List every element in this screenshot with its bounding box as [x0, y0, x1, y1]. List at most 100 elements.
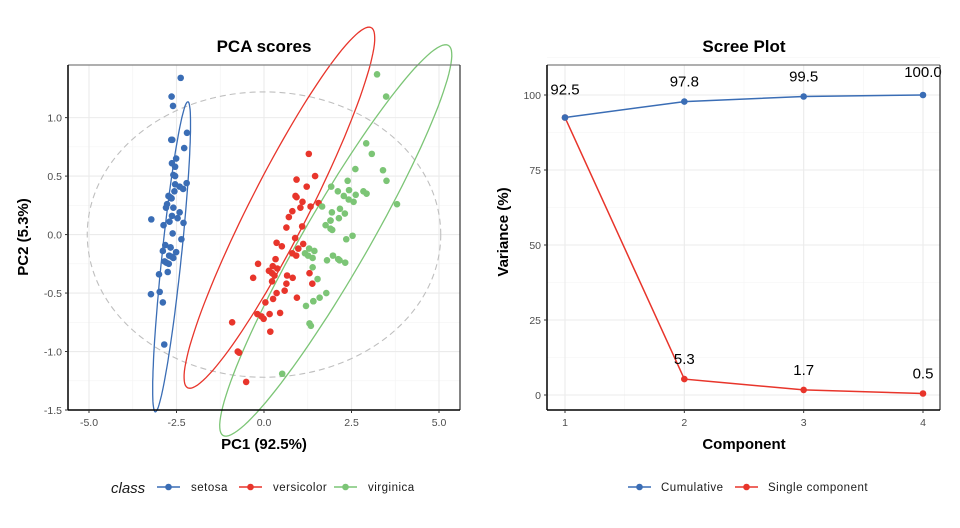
scree-y-tick-label: 100	[523, 90, 541, 102]
pca-x-tick-label: 5.0	[432, 417, 447, 429]
point-virginica	[329, 252, 337, 259]
scree-x-ticks: 1 2 3 4	[562, 410, 926, 429]
pca-scores-panel: PCA scores -5.0 -2.5 0.0 2.5 5.0 -1.5 -1.0 -0.…	[15, 26, 461, 497]
point-setosa	[176, 183, 183, 190]
ellipse-versicolor	[183, 26, 376, 389]
pca-x-axis-title: PC1 (92.5%)	[221, 436, 307, 453]
pca-legend-title: class	[111, 480, 146, 497]
pca-legend: class setosa versicolor virginica	[111, 480, 415, 497]
point-versicolor	[299, 240, 307, 248]
scree-legend-key-point	[743, 483, 750, 491]
scree-y-tick-label: 0	[535, 390, 541, 402]
scree-x-tick-label: 2	[681, 417, 687, 429]
point-versicolor	[242, 378, 250, 386]
point-virginica	[318, 203, 326, 210]
point-virginica	[311, 247, 318, 255]
scree-y-ticks: 0 25 50 75 100	[523, 90, 547, 402]
point-virginica	[340, 192, 348, 200]
scree-x-tick-label: 3	[801, 417, 807, 429]
scree-data-label: 5.3	[674, 351, 695, 368]
point-versicolor	[274, 265, 281, 272]
point-virginica	[335, 214, 343, 222]
point-setosa	[177, 74, 184, 82]
point-versicolor	[271, 272, 278, 279]
point-versicolor	[273, 239, 280, 247]
point-setosa	[167, 136, 175, 144]
point-setosa	[183, 129, 191, 137]
point-versicolor	[283, 224, 290, 231]
point-virginica	[302, 302, 310, 310]
ellipse-setosa	[152, 101, 192, 413]
scree-points	[561, 91, 927, 397]
point-virginica	[310, 297, 317, 305]
scree-data-label: 100.0	[904, 64, 942, 81]
point-versicolor	[273, 289, 280, 297]
scree-y-tick-label: 50	[529, 240, 541, 252]
scree-x-tick-label: 4	[920, 417, 926, 429]
point-setosa	[155, 271, 163, 278]
pca-y-tick-label: 0.5	[47, 171, 62, 183]
scree-point-cumulative	[561, 114, 569, 121]
point-virginica	[345, 186, 353, 194]
point-virginica	[360, 188, 367, 195]
point-virginica	[341, 259, 349, 266]
point-setosa	[168, 195, 175, 202]
pca-y-tick-label: -0.5	[44, 288, 62, 300]
point-versicolor	[281, 287, 288, 295]
legend-label-setosa: setosa	[191, 482, 228, 494]
legend-key-point-virginica	[342, 483, 349, 491]
point-virginica	[379, 166, 387, 174]
scree-lines	[564, 94, 924, 395]
point-versicolor	[276, 309, 284, 317]
ellipse-virginica	[219, 44, 453, 437]
point-versicolor	[289, 274, 297, 282]
point-virginica	[305, 245, 313, 252]
point-setosa	[168, 93, 175, 100]
point-virginica	[352, 191, 360, 199]
scree-data-label: 99.5	[789, 69, 818, 86]
point-virginica	[342, 235, 350, 243]
point-virginica	[344, 177, 351, 185]
point-versicolor	[306, 269, 313, 277]
scree-legend: Cumulative Single component	[628, 482, 868, 494]
point-virginica	[314, 275, 321, 283]
point-versicolor	[307, 203, 314, 210]
point-virginica	[350, 198, 357, 206]
point-virginica	[368, 150, 376, 158]
point-virginica	[309, 264, 316, 271]
scree-point-cumulative	[800, 93, 807, 100]
point-versicolor	[254, 310, 261, 318]
point-virginica	[352, 165, 359, 173]
point-virginica	[334, 188, 342, 195]
point-setosa	[178, 235, 185, 243]
scree-y-tick-label: 25	[529, 315, 541, 327]
point-virginica	[393, 200, 401, 208]
point-virginica	[327, 217, 334, 224]
scree-point-cumulative	[919, 91, 927, 99]
legend-label-virginica: virginica	[368, 482, 415, 494]
point-versicolor	[278, 242, 286, 250]
pca-x-tick-label: 0.0	[257, 417, 272, 429]
point-virginica	[383, 177, 390, 185]
legend-label-versicolor: versicolor	[273, 482, 327, 494]
point-setosa	[166, 218, 173, 226]
pca-x-tick-label: -2.5	[167, 417, 185, 429]
pca-reference-circle-group	[86, 91, 442, 378]
scree-data-label: 92.5	[550, 82, 579, 99]
point-virginica	[373, 71, 381, 78]
point-versicolor	[295, 245, 302, 252]
point-virginica	[345, 196, 353, 203]
pca-y-tick-label: 1.0	[47, 112, 62, 124]
point-virginica	[301, 249, 309, 257]
point-setosa	[170, 204, 177, 211]
point-virginica	[328, 209, 336, 216]
point-setosa	[161, 258, 168, 265]
point-versicolor	[267, 328, 274, 335]
scree-frame	[546, 64, 941, 411]
point-versicolor	[309, 280, 316, 287]
scree-data-labels: 92.5 97.8 99.5 100.0 5.3 1.7 0.5	[550, 64, 941, 383]
scree-data-label: 0.5	[913, 366, 934, 383]
legend-key-point-setosa	[165, 483, 172, 491]
point-versicolor	[289, 207, 296, 215]
pca-title: PCA scores	[217, 37, 312, 56]
